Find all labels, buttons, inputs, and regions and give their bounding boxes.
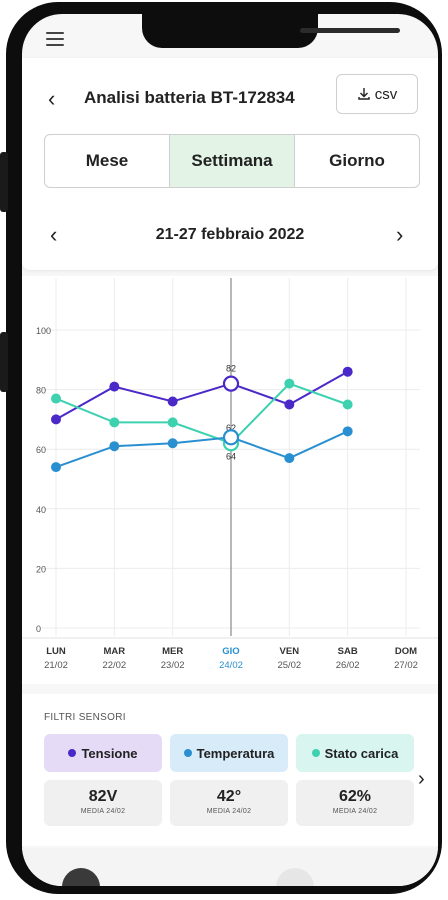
data-point (51, 414, 61, 425)
side-button (0, 332, 8, 392)
bottom-bar (22, 848, 438, 886)
tab-month[interactable]: Mese (45, 135, 170, 187)
stat-caption: MEDIA 24/02 (80, 808, 126, 815)
stat-caption: MEDIA 24/02 (206, 808, 252, 815)
line-chart: 0 20 40 60 80 100 LUN 21/02 MAR 22/02 MER 23/02 GIO 2… (22, 276, 438, 684)
sensor-filters: FILTRI SENSORI Tensione Temperatura Stat… (22, 694, 438, 846)
y-tick-label: 80 (36, 386, 46, 396)
y-tick-label: 40 (36, 505, 46, 515)
stat-value: 42° (216, 788, 242, 805)
legend-dot (311, 749, 320, 757)
data-point (109, 441, 120, 452)
y-tick-label: 0 (36, 624, 41, 634)
chip-label: Temperatura (196, 745, 275, 761)
app-screen: ‹ Analisi batteria BT-172834 csv Mese Se… (22, 14, 438, 886)
filter-chip-stato-carica[interactable]: Stato carica (296, 734, 414, 772)
chevron-right-icon[interactable]: › (418, 768, 425, 790)
chart-svg: 0 20 40 60 80 100 LUN 21/02 MAR 22/02 MER 23/02 GIO 2… (22, 278, 438, 671)
x-tick-date: 23/02 (161, 660, 185, 671)
data-point (51, 462, 61, 473)
data-point (284, 399, 295, 410)
page-title: Analisi batteria BT-172834 (84, 88, 295, 107)
series-line (55, 370, 349, 421)
legend-dot (183, 749, 192, 757)
next-period-icon[interactable]: › (396, 222, 404, 247)
stat-value: 82V (88, 788, 118, 805)
period-tabs: Mese Settimana Giorno (44, 134, 420, 188)
filter-chip-tensione[interactable]: Tensione (44, 734, 162, 772)
x-tick-date: 24/02 (219, 660, 243, 671)
data-point (109, 381, 120, 392)
filter-chip-temperatura[interactable]: Temperatura (170, 734, 288, 772)
y-tick-label: 100 (36, 326, 51, 336)
notch (142, 14, 400, 48)
tab-week[interactable]: Settimana (170, 135, 295, 187)
x-tick-date: 22/02 (102, 660, 126, 671)
legend-dot (68, 749, 77, 757)
speaker (300, 28, 400, 33)
nav-button[interactable] (62, 868, 100, 886)
phone-frame: ‹ Analisi batteria BT-172834 csv Mese Se… (0, 2, 442, 894)
stat-card-stato-carica: 62% MEDIA 24/02 (296, 780, 414, 826)
series-line (55, 430, 349, 469)
x-tick-date: 27/02 (394, 660, 418, 671)
data-point (342, 399, 353, 410)
x-tick-date: 21/02 (44, 660, 68, 671)
data-point (167, 438, 178, 449)
csv-export-button[interactable]: csv (336, 74, 418, 114)
y-tick-label: 20 (36, 564, 46, 574)
y-tick-label: 60 (36, 445, 46, 455)
x-tick-day: DOM (395, 646, 417, 657)
data-point (167, 417, 178, 428)
x-tick-day: LUN (46, 646, 66, 657)
series-line (55, 382, 349, 445)
chip-label: Tensione (81, 745, 138, 761)
download-icon (358, 88, 370, 100)
data-point (342, 366, 353, 377)
data-label: 64 (226, 451, 236, 461)
data-label: 82 (226, 364, 236, 374)
stat-card-tensione: 82V MEDIA 24/02 (44, 780, 162, 826)
nav-button[interactable] (276, 868, 314, 886)
x-tick-day: GIO (222, 646, 239, 657)
filters-title: FILTRI SENSORI (44, 712, 126, 723)
x-tick-day: MER (162, 646, 183, 657)
x-tick-day: VEN (280, 646, 300, 657)
chip-label: Stato carica (324, 745, 399, 761)
chevron-left-icon[interactable]: ‹ (48, 86, 56, 111)
x-tick-day: MAR (104, 646, 126, 657)
data-label: 62 (226, 423, 236, 433)
stat-card-temperatura: 42° MEDIA 24/02 (170, 780, 288, 826)
data-point-selected (222, 375, 240, 392)
data-point (342, 426, 353, 437)
stat-caption: MEDIA 24/02 (332, 808, 378, 815)
x-tick-date: 26/02 (336, 660, 360, 671)
data-point (284, 453, 295, 464)
side-button (0, 152, 8, 212)
data-point (109, 417, 120, 428)
x-tick-date: 25/02 (277, 660, 301, 671)
data-point (167, 396, 178, 407)
csv-label: csv (374, 85, 398, 103)
menu-icon[interactable] (46, 32, 64, 50)
stat-value: 62% (338, 788, 372, 805)
data-point (284, 378, 295, 389)
prev-period-icon[interactable]: ‹ (50, 222, 58, 247)
data-point (51, 393, 61, 404)
tab-day[interactable]: Giorno (329, 151, 385, 170)
x-tick-day: SAB (338, 646, 358, 657)
data-point-selected (222, 429, 240, 446)
period-label: 21-27 febbraio 2022 (155, 226, 305, 243)
